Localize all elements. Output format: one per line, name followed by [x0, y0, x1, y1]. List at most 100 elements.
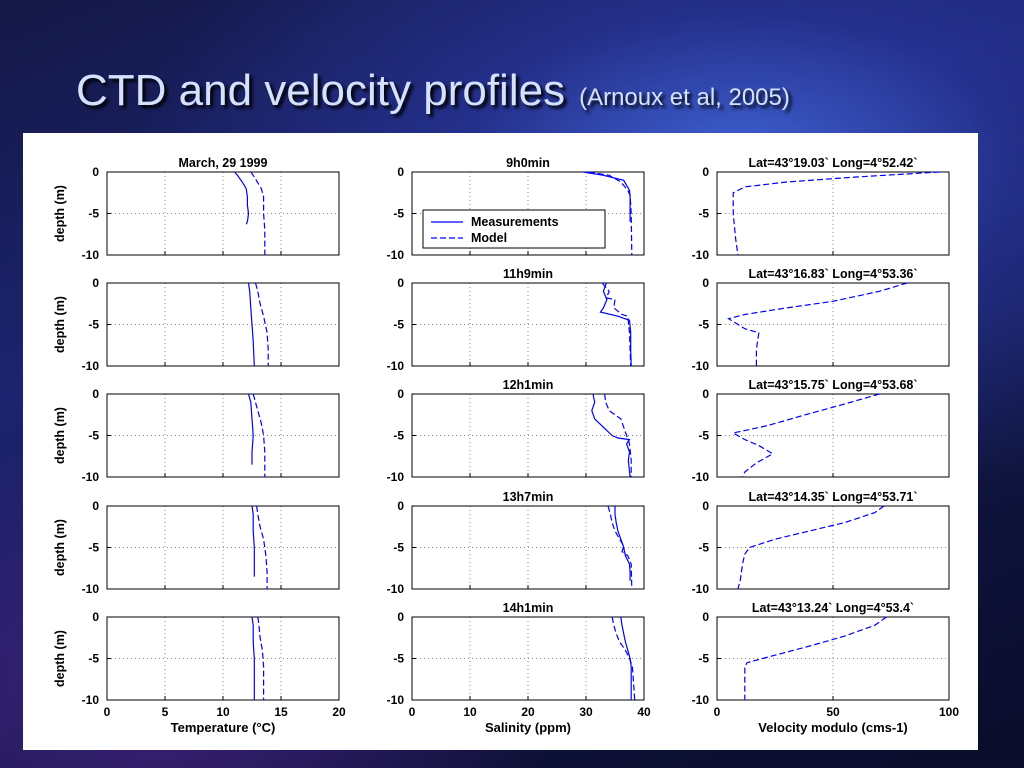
ytick-label-r3-temperature-2: -10: [82, 470, 100, 484]
xtick-label-r5-salinity-1: 10: [463, 705, 477, 719]
xtick-label-r5-velocity-0: 0: [714, 705, 721, 719]
ylabel-r3: depth (m): [53, 407, 67, 464]
ytick-label-r4-salinity-2: -10: [387, 582, 405, 596]
series-model-r5-temperature: [257, 616, 265, 700]
panel-title-r4-velocity: Lat=43°14.35` Long=4°53.71`: [748, 490, 917, 504]
ytick-label-r2-temperature-1: -5: [88, 318, 99, 332]
xtick-label-r5-temperature-4: 20: [332, 705, 346, 719]
series-model-r4-velocity: [737, 505, 885, 590]
ytick-label-r5-velocity-0: 0: [702, 610, 709, 624]
ytick-label-r4-temperature-2: -10: [82, 582, 100, 596]
ylabel-r1: depth (m): [53, 185, 67, 242]
ytick-label-r1-velocity-0: 0: [702, 165, 709, 179]
series-measurements-r2-salinity: [599, 282, 632, 367]
ytick-label-r3-temperature-1: -5: [88, 429, 99, 443]
ytick-label-r5-salinity-0: 0: [397, 610, 404, 624]
ylabel-r4: depth (m): [53, 519, 67, 576]
series-model-r1-temperature: [250, 171, 266, 255]
ytick-label-r4-temperature-0: 0: [92, 499, 99, 513]
ytick-label-r3-velocity-1: -5: [698, 429, 709, 443]
ytick-label-r4-velocity-1: -5: [698, 541, 709, 555]
series-model-r2-temperature: [254, 282, 269, 366]
series-measurements-r3-salinity: [591, 393, 631, 478]
series-model-r3-velocity: [731, 393, 880, 478]
panel-title-r1-velocity: Lat=43°19.03` Long=4°52.42`: [748, 156, 917, 170]
ytick-label-r1-velocity-1: -5: [698, 207, 709, 221]
series-measurements-r4-temperature: [251, 505, 255, 577]
panel-title-r5-salinity: 14h1min: [503, 601, 554, 615]
xtick-label-r5-salinity-4: 40: [637, 705, 651, 719]
series-measurements-r3-temperature: [247, 393, 254, 465]
series-model-r1-velocity: [732, 171, 940, 256]
xtick-label-r5-velocity-2: 100: [939, 705, 959, 719]
slide-title: CTD and velocity profiles (Arnoux et al, …: [76, 66, 790, 116]
ytick-label-r4-velocity-0: 0: [702, 499, 709, 513]
slide-title-citation: (Arnoux et al, 2005): [579, 84, 790, 111]
ytick-label-r5-salinity-1: -5: [393, 652, 404, 666]
ylabel-r5: depth (m): [53, 630, 67, 687]
ytick-label-r5-temperature-0: 0: [92, 610, 99, 624]
ytick-label-r3-velocity-2: -10: [692, 470, 710, 484]
xtick-label-r5-salinity-2: 20: [521, 705, 535, 719]
ytick-label-r4-temperature-1: -5: [88, 541, 99, 555]
series-model-r2-velocity: [727, 282, 908, 366]
series-measurements-r1-temperature: [234, 171, 250, 225]
ytick-label-r3-temperature-0: 0: [92, 387, 99, 401]
ytick-label-r3-salinity-0: 0: [397, 387, 404, 401]
ytick-label-r2-temperature-2: -10: [82, 359, 100, 373]
xtick-label-r5-salinity-3: 30: [579, 705, 593, 719]
series-model-r3-salinity: [604, 393, 632, 477]
ytick-label-r5-salinity-2: -10: [387, 693, 405, 707]
ytick-label-r1-velocity-2: -10: [692, 248, 710, 262]
series-model-r4-temperature: [256, 505, 268, 589]
ytick-label-r2-velocity-2: -10: [692, 359, 710, 373]
xtick-label-r5-salinity-0: 0: [409, 705, 416, 719]
ytick-label-r2-salinity-2: -10: [387, 359, 405, 373]
slide-title-main: CTD and velocity profiles: [76, 66, 566, 115]
ytick-label-r1-salinity-1: -5: [393, 207, 404, 221]
ytick-label-r1-salinity-2: -10: [387, 248, 405, 262]
figure-panel: 0 -5 -10 March, 29 1999 0 -5 -10 9h0min 0 -5 -10 La…: [23, 133, 978, 750]
ytick-label-r4-salinity-1: -5: [393, 541, 404, 555]
ytick-label-r4-salinity-0: 0: [397, 499, 404, 513]
series-model-r1-salinity: [588, 171, 633, 256]
xtick-label-r5-temperature-3: 15: [274, 705, 288, 719]
ytick-label-r2-salinity-0: 0: [397, 276, 404, 290]
panel-title-r4-salinity: 13h7min: [503, 490, 554, 504]
series-model-r2-salinity: [601, 282, 632, 367]
panel-title-r2-velocity: Lat=43°16.83` Long=4°53.36`: [748, 267, 917, 281]
ytick-label-r3-salinity-1: -5: [393, 429, 404, 443]
ytick-label-r1-temperature-1: -5: [88, 207, 99, 221]
series-model-r5-velocity: [744, 616, 887, 700]
ytick-label-r1-temperature-0: 0: [92, 165, 99, 179]
ytick-label-r1-salinity-0: 0: [397, 165, 404, 179]
ytick-label-r5-temperature-1: -5: [88, 652, 99, 666]
xlabel-temperature: Temperature (°C): [171, 720, 276, 735]
xtick-label-r5-temperature-2: 10: [216, 705, 230, 719]
ytick-label-r1-temperature-2: -10: [82, 248, 100, 262]
series-model-r4-salinity: [607, 505, 633, 590]
ytick-label-r5-velocity-2: -10: [692, 693, 710, 707]
panel-title-r1-salinity: 9h0min: [506, 156, 550, 170]
series-measurements-r5-temperature: [251, 616, 255, 700]
ytick-label-r5-temperature-2: -10: [82, 693, 100, 707]
xlabel-velocity: Velocity modulo (cms-1): [758, 720, 908, 735]
legend-label-2: Model: [471, 231, 507, 245]
ytick-label-r3-velocity-0: 0: [702, 387, 709, 401]
series-measurements-r2-temperature: [247, 282, 255, 367]
ytick-label-r3-salinity-2: -10: [387, 470, 405, 484]
legend-label-1: Measurements: [471, 215, 559, 229]
panel-title-r3-velocity: Lat=43°15.75` Long=4°53.68`: [748, 378, 917, 392]
ytick-label-r5-velocity-1: -5: [698, 652, 709, 666]
panel-title-r1-temperature: March, 29 1999: [179, 156, 268, 170]
ytick-label-r4-velocity-2: -10: [692, 582, 710, 596]
profile-chart-grid: 0 -5 -10 March, 29 1999 0 -5 -10 9h0min 0 -5 -10 La…: [53, 156, 959, 735]
ytick-label-r2-velocity-0: 0: [702, 276, 709, 290]
legend-box: [422, 209, 606, 249]
ytick-label-r2-velocity-1: -5: [698, 318, 709, 332]
xtick-label-r5-temperature-1: 5: [162, 705, 169, 719]
panel-title-r2-salinity: 11h9min: [503, 267, 553, 281]
ylabel-r2: depth (m): [53, 296, 67, 353]
xtick-label-r5-temperature-0: 0: [104, 705, 111, 719]
series-measurements-r5-salinity: [620, 616, 632, 700]
